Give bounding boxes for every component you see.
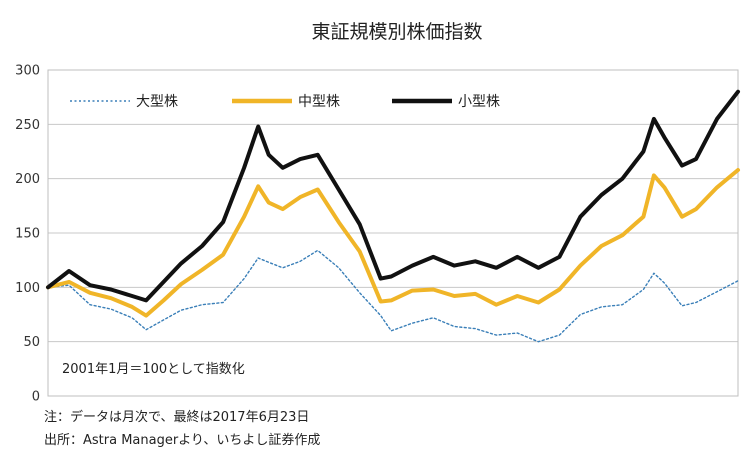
- y-tick-label: 150: [15, 227, 40, 242]
- series-layer: [46, 89, 740, 343]
- chart-annotation: 2001年1月＝100として指数化: [62, 362, 245, 377]
- series-line-3: [46, 89, 740, 303]
- series-line-1: [47, 249, 739, 343]
- legend-label: 小型株: [458, 94, 500, 110]
- y-tick-label: 100: [15, 281, 40, 296]
- y-tick-label: 50: [23, 335, 40, 350]
- y-tick-label: 0: [32, 390, 40, 405]
- footnote-source: 出所：Astra Managerより、いちよし証券作成: [44, 432, 320, 448]
- y-axis: 0 50 100 150 200 250 300: [15, 64, 40, 405]
- chart-title: 東証規模別株価指数: [311, 21, 482, 43]
- legend: 大型株 中型株 小型株: [70, 94, 500, 110]
- series-line-2: [46, 168, 740, 318]
- legend-label: 中型株: [298, 94, 340, 110]
- footnote-data: 注：データは月次で、最終は2017年6月23日: [44, 409, 309, 425]
- y-tick-label: 300: [15, 64, 40, 79]
- plot-area: [47, 69, 739, 397]
- y-tick-label: 250: [15, 118, 40, 133]
- y-tick-label: 200: [15, 172, 40, 187]
- legend-label: 大型株: [136, 94, 178, 110]
